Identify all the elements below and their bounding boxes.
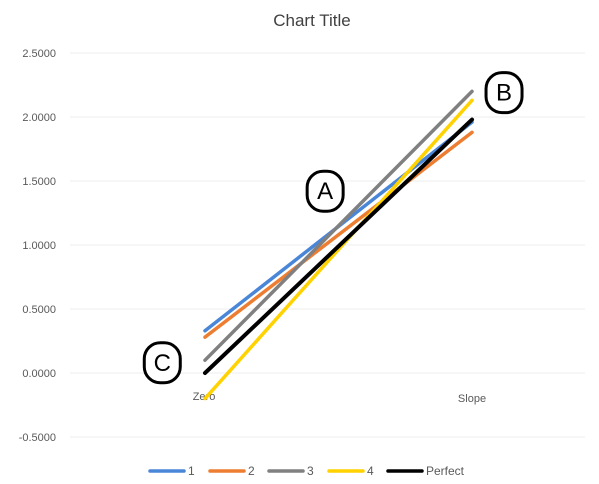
y-tick-label: 2.0000: [22, 112, 56, 124]
y-axis-ticks: 2.5000 2.0000 1.5000 1.0000 0.5000 0.0000 -0.5…: [19, 48, 56, 444]
callout-box: [305, 169, 345, 213]
series-line-4: [203, 98, 474, 401]
y-tick-label: 1.0000: [22, 240, 56, 252]
series-line-3: [203, 89, 474, 362]
legend-item-4: 4: [327, 464, 374, 478]
callout-b: B: [484, 71, 524, 115]
legend-item-3: 3: [267, 464, 314, 478]
callout-a: A: [305, 169, 345, 213]
callout-box: [142, 341, 182, 385]
series-lines: [203, 89, 474, 401]
y-tick-label: 2.5000: [22, 48, 56, 60]
callouts: A B C: [142, 71, 524, 385]
legend-label: 2: [248, 464, 255, 478]
legend: 1 2 3 4 Perfect: [148, 464, 465, 478]
legend-item-perfect: Perfect: [386, 464, 465, 478]
y-tick-label: -0.5000: [19, 432, 56, 444]
chart-title: Chart Title: [273, 11, 350, 30]
y-tick-label: 1.5000: [22, 176, 56, 188]
callout-label: B: [496, 80, 512, 107]
callout-box: [484, 71, 524, 115]
legend-label: 3: [307, 464, 314, 478]
legend-label: Perfect: [426, 464, 465, 478]
x-category-label: Slope: [458, 393, 486, 405]
callout-label: A: [317, 178, 333, 205]
legend-item-1: 1: [148, 464, 195, 478]
callout-label: C: [154, 350, 171, 377]
callout-c: C: [142, 341, 182, 385]
series-line-2: [203, 130, 474, 339]
series-line-perfect: [203, 117, 474, 375]
legend-label: 1: [188, 464, 195, 478]
legend-label: 4: [367, 464, 374, 478]
x-axis-categories: Zero Slope: [193, 391, 486, 405]
y-tick-label: 0.5000: [22, 304, 56, 316]
y-tick-label: 0.0000: [22, 368, 56, 380]
legend-item-2: 2: [208, 464, 255, 478]
